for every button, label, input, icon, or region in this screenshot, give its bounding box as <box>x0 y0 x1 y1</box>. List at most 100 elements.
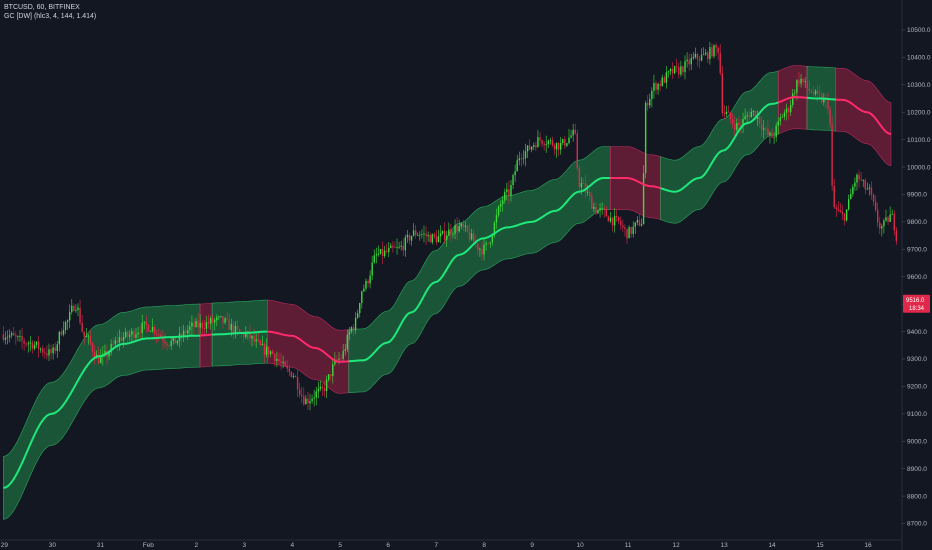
x-tick-label: 31 <box>97 542 105 549</box>
candle-body <box>224 318 226 323</box>
candle-body <box>141 322 143 334</box>
candle-body <box>400 245 402 247</box>
candle-body <box>195 320 197 327</box>
candle-body <box>48 349 50 356</box>
candle-body <box>831 124 833 186</box>
candle-body <box>638 220 641 226</box>
candle-body <box>713 45 715 57</box>
candle-body <box>568 137 570 144</box>
candle-body <box>367 280 369 284</box>
candle-body <box>201 322 203 329</box>
candle-body <box>60 331 63 335</box>
candle-body <box>25 343 27 345</box>
candle-body <box>199 322 201 328</box>
candle-body <box>218 316 220 318</box>
y-tick-label: 10200.0 <box>907 109 931 116</box>
candle-body <box>147 325 150 332</box>
y-tick-label: 9100.0 <box>907 411 927 418</box>
candle-body <box>114 340 116 345</box>
candle-body <box>317 388 320 392</box>
candle-body <box>545 144 547 146</box>
candle-body <box>392 245 394 248</box>
candle-body <box>634 222 636 227</box>
last-price-label: 9516.0 <box>906 298 925 304</box>
y-tick-label: 8700.0 <box>907 521 927 528</box>
candle-body <box>108 352 110 357</box>
candle-body <box>649 98 651 106</box>
candle-body <box>452 233 454 235</box>
candle-body <box>472 233 475 242</box>
candle-body <box>315 391 317 398</box>
y-tick-label: 9400.0 <box>907 329 927 336</box>
candle-body <box>557 142 560 150</box>
candle-body <box>891 213 893 215</box>
candle-body <box>19 336 21 337</box>
candle-body <box>499 203 502 207</box>
candle-body <box>715 45 717 48</box>
candle-body <box>54 347 56 352</box>
y-tick-label: 10500.0 <box>907 27 931 34</box>
candle-body <box>493 222 496 236</box>
x-tick-label: 11 <box>625 542 632 549</box>
candle-body <box>160 334 162 338</box>
candle-body <box>261 344 264 346</box>
candle-body <box>390 245 392 248</box>
candle-body <box>773 136 775 138</box>
candle-body <box>342 350 344 359</box>
price-axis[interactable]: 8700.0 8800.0 8900.0 9000.0 9100.0 9200.0 9300… <box>901 0 932 550</box>
candle-body <box>336 359 338 361</box>
x-tick-label: 5 <box>338 542 342 549</box>
candle-body <box>659 83 661 86</box>
candle-body <box>673 66 676 74</box>
candle-body <box>767 128 769 135</box>
candle-body <box>533 145 535 147</box>
candle-body <box>839 210 842 213</box>
candle-body <box>696 54 699 59</box>
candle-body <box>760 124 763 130</box>
candle-body <box>13 333 15 336</box>
candle-body <box>512 175 514 185</box>
candle-body <box>464 225 467 227</box>
candle-body <box>259 341 262 346</box>
indicator-title: GC [DW] (hlc3, 4, 144, 1.414) <box>4 13 97 20</box>
candle-body <box>118 337 121 343</box>
candle-body <box>779 117 782 122</box>
candle-body <box>466 225 469 232</box>
candle-body <box>17 336 19 338</box>
candle-body <box>313 397 315 399</box>
candle-body <box>717 47 719 53</box>
candle-body <box>265 346 268 355</box>
candle-body <box>876 209 879 223</box>
candle-body <box>419 234 421 236</box>
band-segment-bear <box>266 299 350 394</box>
candle-body <box>644 102 647 174</box>
candle-body <box>609 217 612 222</box>
candle-body <box>46 353 48 356</box>
candle-body <box>408 235 411 241</box>
candle-body <box>71 305 73 313</box>
candle-body <box>642 173 645 225</box>
candle-body <box>58 331 61 345</box>
candle-body <box>274 353 276 361</box>
candle-body <box>653 83 655 91</box>
candle-body <box>887 217 889 222</box>
candle-body <box>589 192 591 197</box>
candle-body <box>232 324 235 334</box>
candle-body <box>485 243 487 245</box>
candle-body <box>510 184 512 196</box>
time-axis[interactable]: 29 30 31 Feb 2 3 4 5 6 7 8 9 10 11 12 13 14 15 16 <box>0 539 902 549</box>
candle-body <box>495 215 498 223</box>
candle-body <box>120 337 123 341</box>
x-tick-label: 4 <box>290 542 294 549</box>
candle-body <box>798 80 800 84</box>
candle-body <box>746 115 748 117</box>
candle-body <box>850 194 852 200</box>
candle-body <box>230 324 232 330</box>
centerline-segment-bull <box>660 101 779 193</box>
candle-body <box>423 233 425 235</box>
candle-body <box>669 68 672 72</box>
candle-body <box>450 229 452 235</box>
candle-body <box>874 201 877 210</box>
candle-body <box>607 216 610 222</box>
